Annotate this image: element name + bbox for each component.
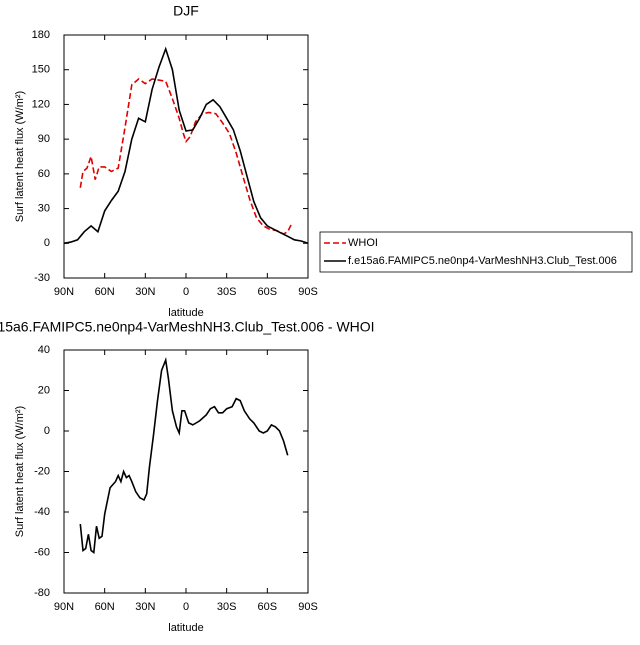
y-tick-label: 120 — [32, 98, 50, 110]
x-axis-label: latitude — [168, 307, 203, 319]
x-tick-label: 60N — [95, 601, 115, 613]
y-tick-label: 30 — [38, 202, 50, 214]
series-line — [79, 357, 289, 554]
x-tick-label: 60S — [258, 601, 278, 613]
x-tick-label: 30N — [135, 286, 155, 298]
y-tick-label: 40 — [38, 344, 50, 356]
x-tick-label: 30N — [135, 601, 155, 613]
x-tick-label: 90S — [298, 601, 318, 613]
y-tick-label: 60 — [38, 168, 50, 180]
legend-box — [319, 231, 633, 273]
x-tick-label: 90N — [54, 286, 74, 298]
plot-frame — [63, 349, 309, 594]
plot-frame — [63, 34, 309, 279]
x-tick-label: 30S — [217, 601, 237, 613]
y-tick-label: 180 — [32, 29, 50, 41]
x-tick-label: 90S — [298, 286, 318, 298]
x-tick-label: 90N — [54, 601, 74, 613]
y-axis-label: Surf latent heat flux (W/m²) — [14, 406, 26, 537]
x-axis-label: latitude — [168, 622, 203, 634]
y-tick-label: 20 — [38, 384, 50, 396]
chart-title: DJF — [173, 3, 199, 19]
y-tick-label: -80 — [34, 587, 50, 599]
y-tick-label: 0 — [44, 237, 50, 249]
y-tick-label: -30 — [34, 272, 50, 284]
y-axis-label: Surf latent heat flux (W/m²) — [14, 91, 26, 222]
x-tick-label: 0 — [183, 286, 189, 298]
x-tick-label: 60S — [258, 286, 278, 298]
y-tick-label: 90 — [38, 133, 50, 145]
y-tick-label: 150 — [32, 64, 50, 76]
y-tick-label: -20 — [34, 465, 50, 477]
x-tick-label: 30S — [217, 286, 237, 298]
chart-title: 15a6.FAMIPC5.ne0np4-VarMeshNH3.Club_Test… — [0, 319, 375, 335]
series-line — [63, 46, 309, 245]
y-tick-label: 0 — [44, 425, 50, 437]
legend-label: f.e15a6.FAMIPC5.ne0np4-VarMeshNH3.Club_T… — [348, 255, 617, 267]
y-tick-label: -60 — [34, 546, 50, 558]
series-line — [79, 77, 293, 235]
x-tick-label: 0 — [183, 601, 189, 613]
legend-label: WHOI — [348, 237, 378, 249]
x-tick-label: 60N — [95, 286, 115, 298]
y-tick-label: -40 — [34, 506, 50, 518]
